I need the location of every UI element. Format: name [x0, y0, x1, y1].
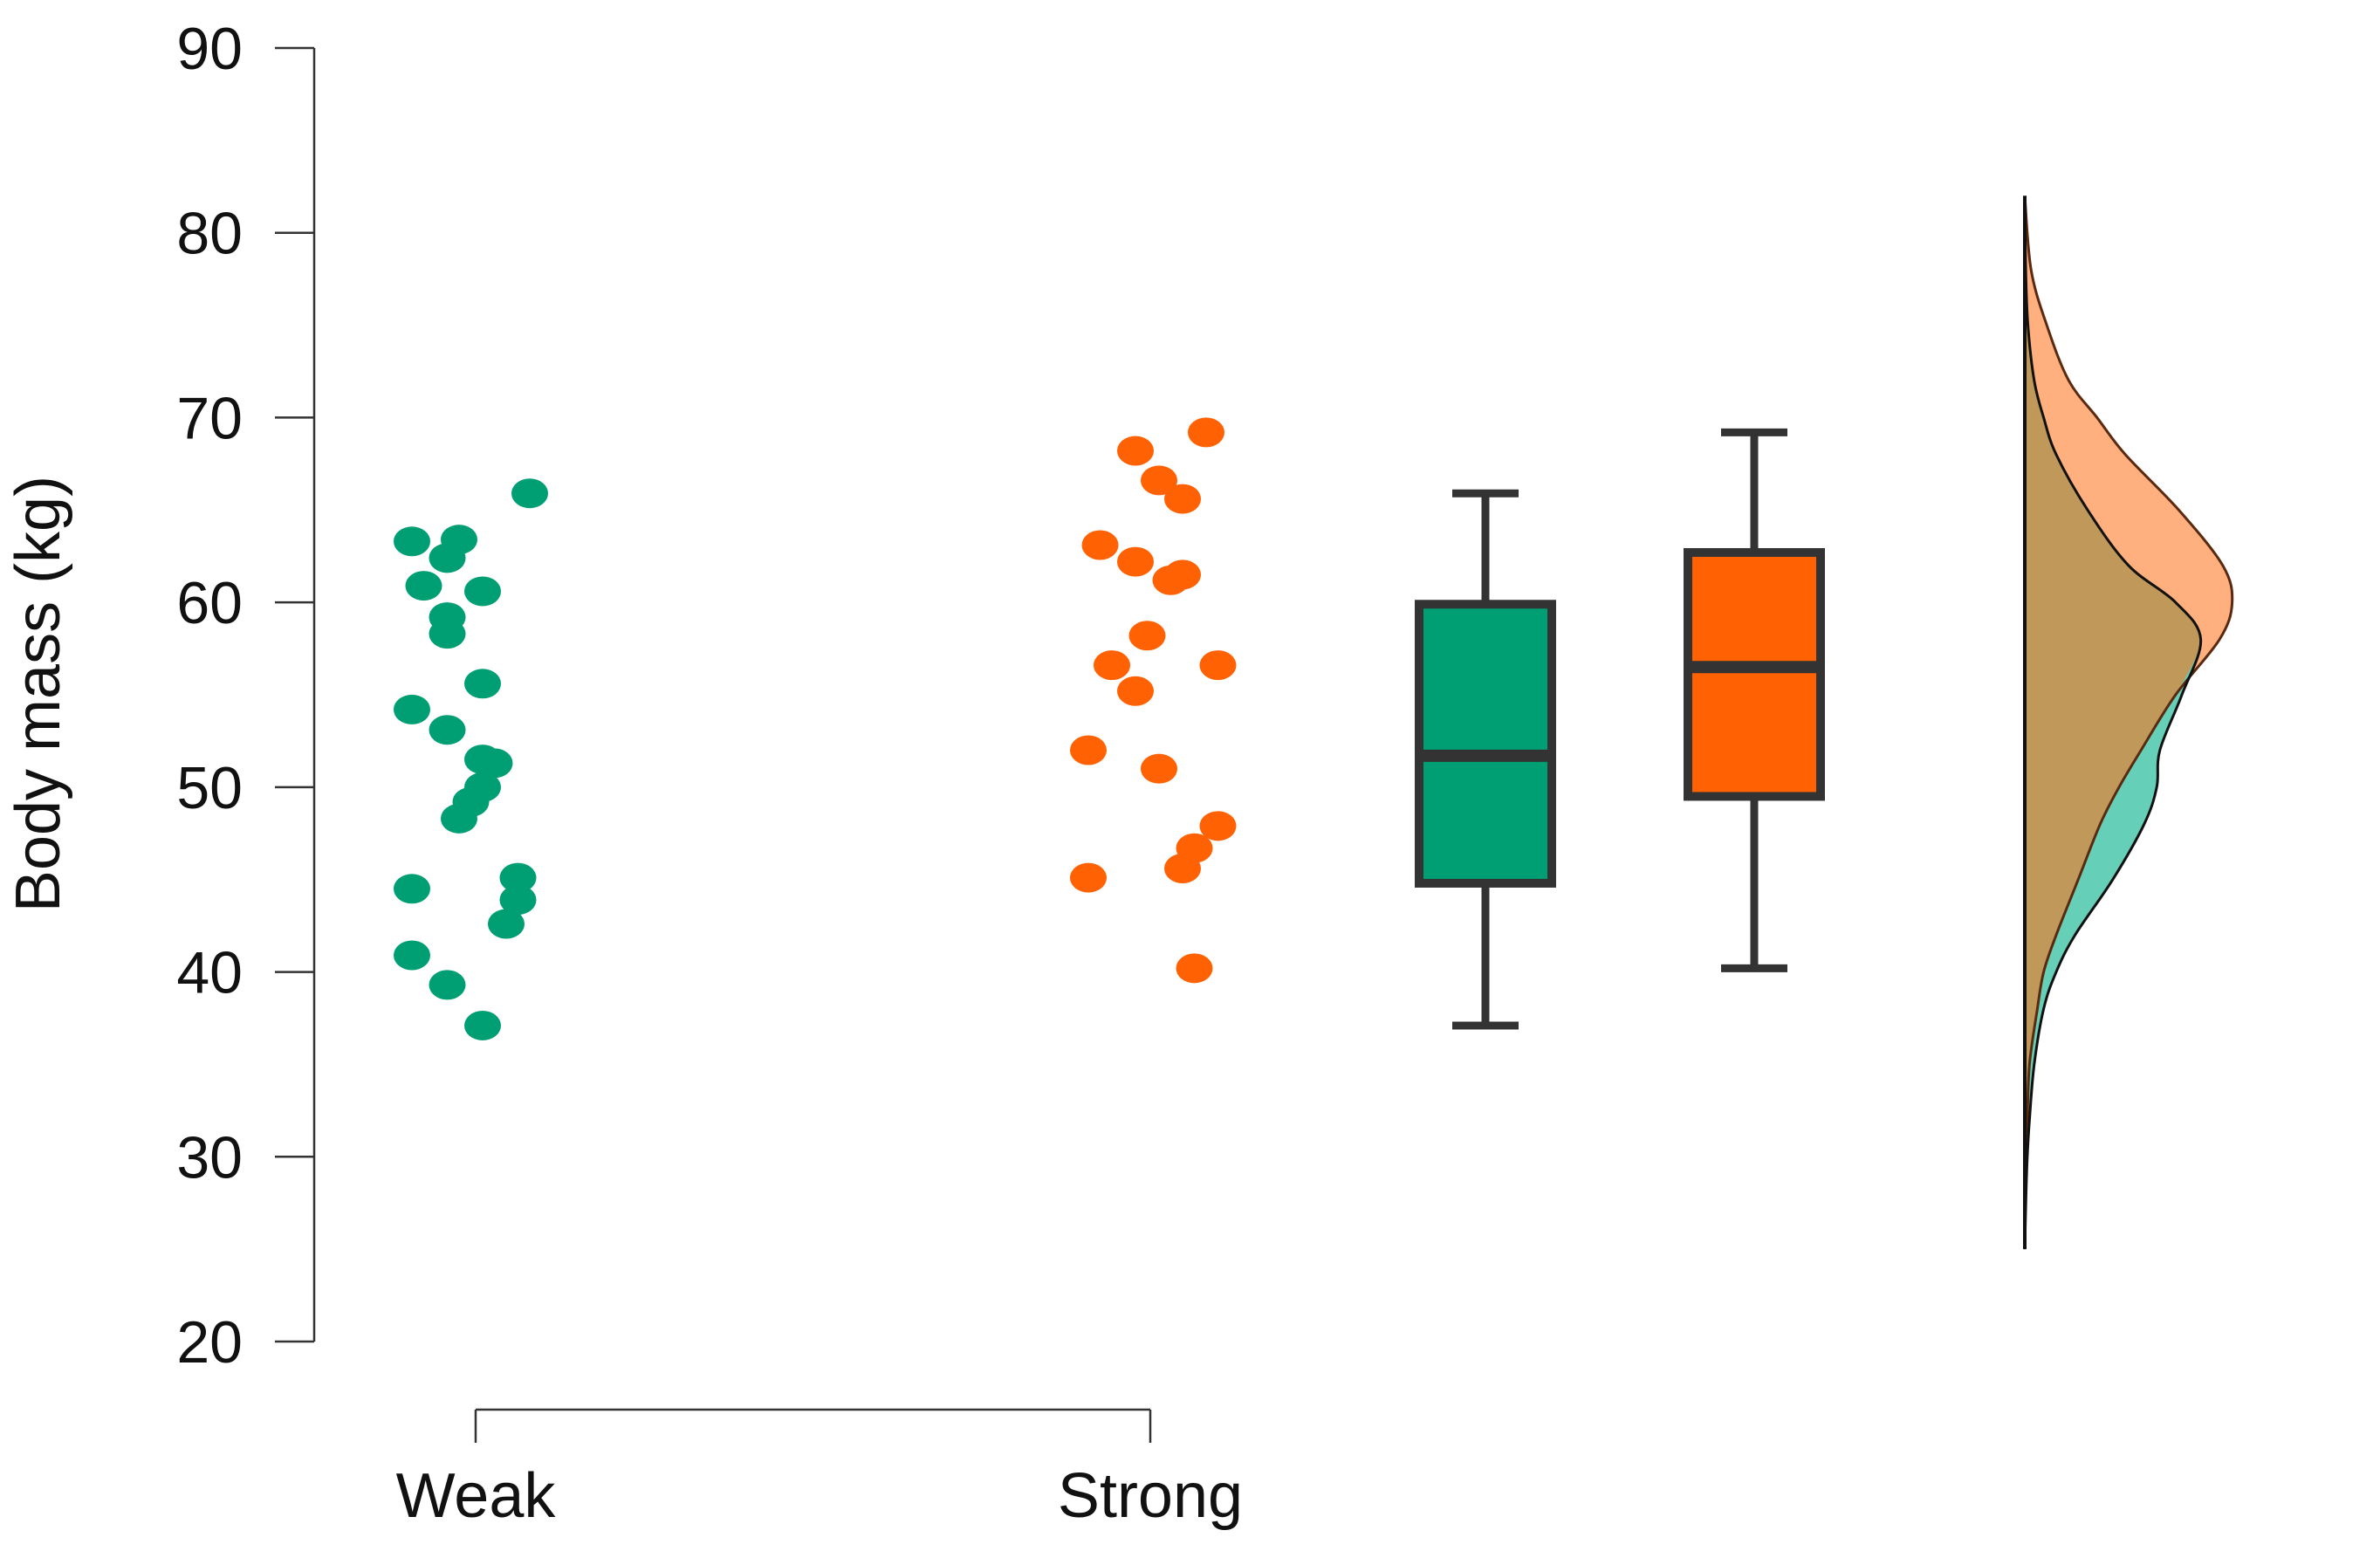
- x-tick-label: Strong: [1058, 1461, 1243, 1531]
- y-axis: 20 30 40 50 60 70 80 90: [176, 16, 316, 1376]
- y-tick-label: 20: [176, 1309, 243, 1376]
- data-point: [394, 526, 430, 557]
- box-body: [1415, 600, 1556, 888]
- y-axis-title: Body mass (kg): [3, 476, 73, 912]
- data-point: [476, 748, 513, 779]
- data-point: [1176, 953, 1213, 984]
- data-point: [441, 803, 477, 834]
- data-point: [394, 940, 430, 971]
- boxplots: [1415, 428, 1825, 1030]
- data-points: [394, 417, 1237, 1040]
- data-point: [499, 885, 537, 916]
- data-point: [1199, 650, 1237, 681]
- density-line-weak: [2023, 196, 2203, 1250]
- data-point: [1070, 735, 1107, 765]
- data-point: [1164, 484, 1201, 514]
- data-point: [464, 669, 501, 699]
- data-point: [1141, 465, 1177, 496]
- y-tick-label: 80: [176, 201, 243, 267]
- data-point: [499, 862, 537, 893]
- data-point: [429, 970, 466, 1000]
- box-body: [1684, 547, 1825, 801]
- x-tick-label: Weak: [396, 1461, 557, 1531]
- y-tick-label: 60: [176, 570, 243, 636]
- data-point: [405, 571, 442, 601]
- data-point: [511, 478, 548, 509]
- data-point: [429, 715, 466, 745]
- data-point: [488, 909, 525, 939]
- x-axis: Weak Strong: [396, 1408, 1243, 1531]
- data-point: [1199, 811, 1237, 841]
- data-point: [1081, 530, 1119, 560]
- y-tick-label: 70: [176, 385, 243, 451]
- data-point: [1094, 650, 1130, 681]
- density-area-overlap: [2025, 196, 2201, 1250]
- data-point: [429, 619, 466, 649]
- data-point: [429, 543, 466, 573]
- data-point: [1117, 436, 1154, 466]
- density-line-strong: [2023, 196, 2234, 1250]
- data-point: [1117, 676, 1154, 706]
- data-point: [1117, 546, 1154, 577]
- data-point: [464, 1010, 501, 1040]
- data-point: [394, 874, 430, 904]
- y-tick-label: 30: [176, 1124, 243, 1191]
- density-plot: [2023, 196, 2234, 1250]
- data-point: [464, 576, 501, 607]
- data-point: [1070, 862, 1107, 893]
- data-point: [394, 694, 430, 724]
- data-point: [1164, 559, 1201, 590]
- y-tick-label: 90: [176, 16, 243, 82]
- data-point: [1128, 621, 1166, 651]
- y-tick-label: 40: [176, 940, 243, 1006]
- y-tick-label: 50: [176, 755, 243, 821]
- data-point: [1164, 854, 1201, 884]
- data-point: [1188, 417, 1224, 448]
- boxplot-strong: [1684, 428, 1825, 972]
- boxplot-weak: [1415, 489, 1556, 1030]
- data-point: [1141, 753, 1177, 784]
